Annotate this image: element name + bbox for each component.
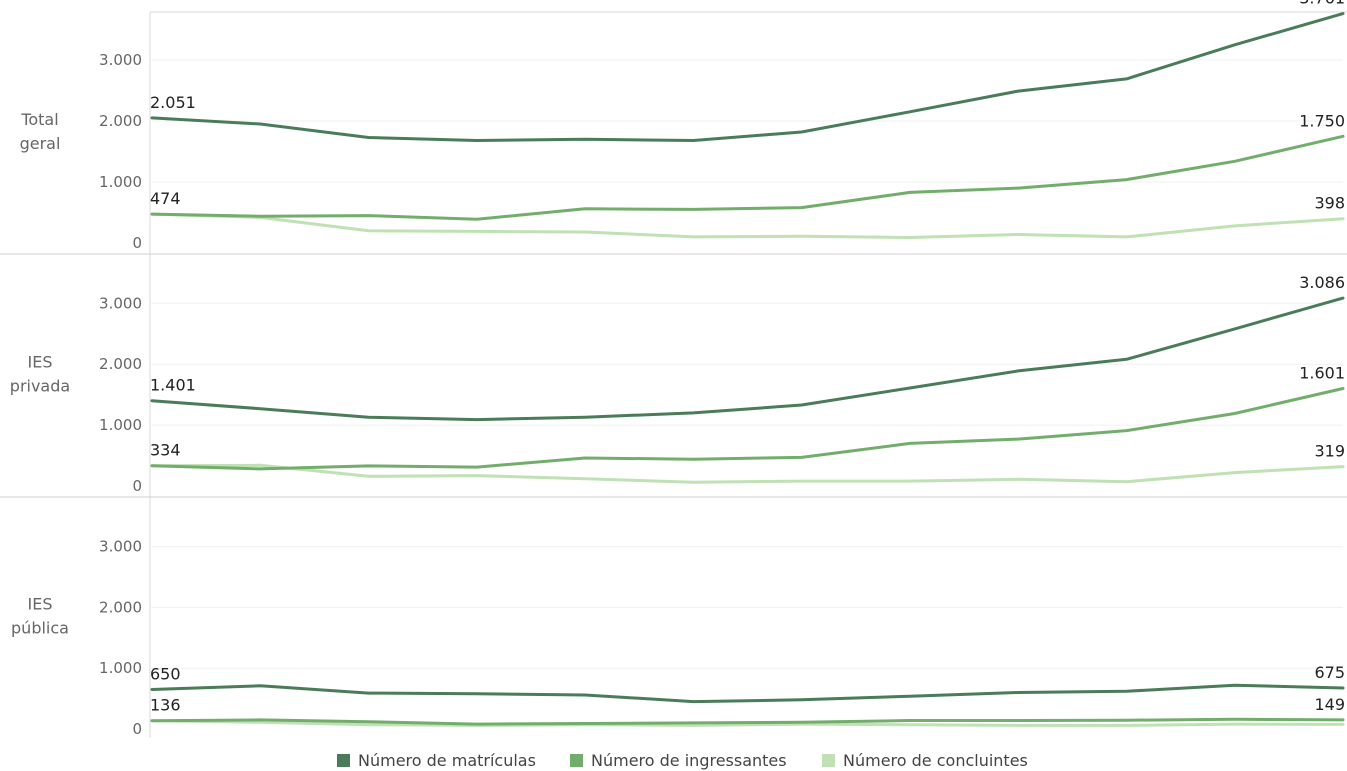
y-tick-label: 1.000 [99,416,142,434]
y-tick-label: 2.000 [99,112,142,130]
data-label: 398 [1314,194,1345,213]
panel-label: IES [28,353,53,372]
y-tick-label: 3.000 [99,294,142,312]
y-tick-label: 0 [132,720,142,738]
data-label: 136 [150,696,181,715]
panel-label: IES [28,595,53,614]
series-line [150,683,1345,704]
series-line [150,719,1345,727]
data-label: 149 [1314,695,1345,714]
data-label: 3.086 [1299,273,1345,292]
data-label: 319 [1314,442,1345,461]
series-line [150,134,1345,221]
data-label: 474 [150,189,181,208]
legend-swatch [822,754,835,767]
panel-label: Total [20,110,58,129]
panel-label: privada [10,377,70,396]
legend-swatch [337,754,350,767]
y-tick-label: 3.000 [99,538,142,556]
legend-swatch [570,754,583,767]
legend-label: Número de concluintes [843,751,1028,770]
series-line [150,387,1345,471]
y-tick-label: 3.000 [99,51,142,69]
panel-label: pública [11,619,69,638]
series-line [150,296,1345,422]
data-label: 1.401 [150,376,196,395]
y-tick-label: 1.000 [99,173,142,191]
data-label: 2.051 [150,93,196,112]
data-label: 675 [1314,663,1345,682]
y-tick-label: 2.000 [99,598,142,616]
series-line [150,717,1345,726]
y-tick-label: 2.000 [99,355,142,373]
y-tick-label: 0 [132,234,142,252]
series-line [150,212,1345,239]
data-label: 3.761 [1299,0,1345,8]
data-label: 650 [150,664,181,683]
data-label: 1.750 [1299,111,1345,130]
y-tick-label: 0 [132,477,142,495]
panel-label: geral [20,134,61,153]
data-label: 334 [150,441,181,460]
series-line [150,463,1345,484]
series-line [150,12,1345,142]
legend-label: Número de ingressantes [591,751,787,770]
y-tick-label: 1.000 [99,659,142,677]
legend-label: Número de matrículas [358,751,536,770]
data-label: 1.601 [1299,363,1345,382]
